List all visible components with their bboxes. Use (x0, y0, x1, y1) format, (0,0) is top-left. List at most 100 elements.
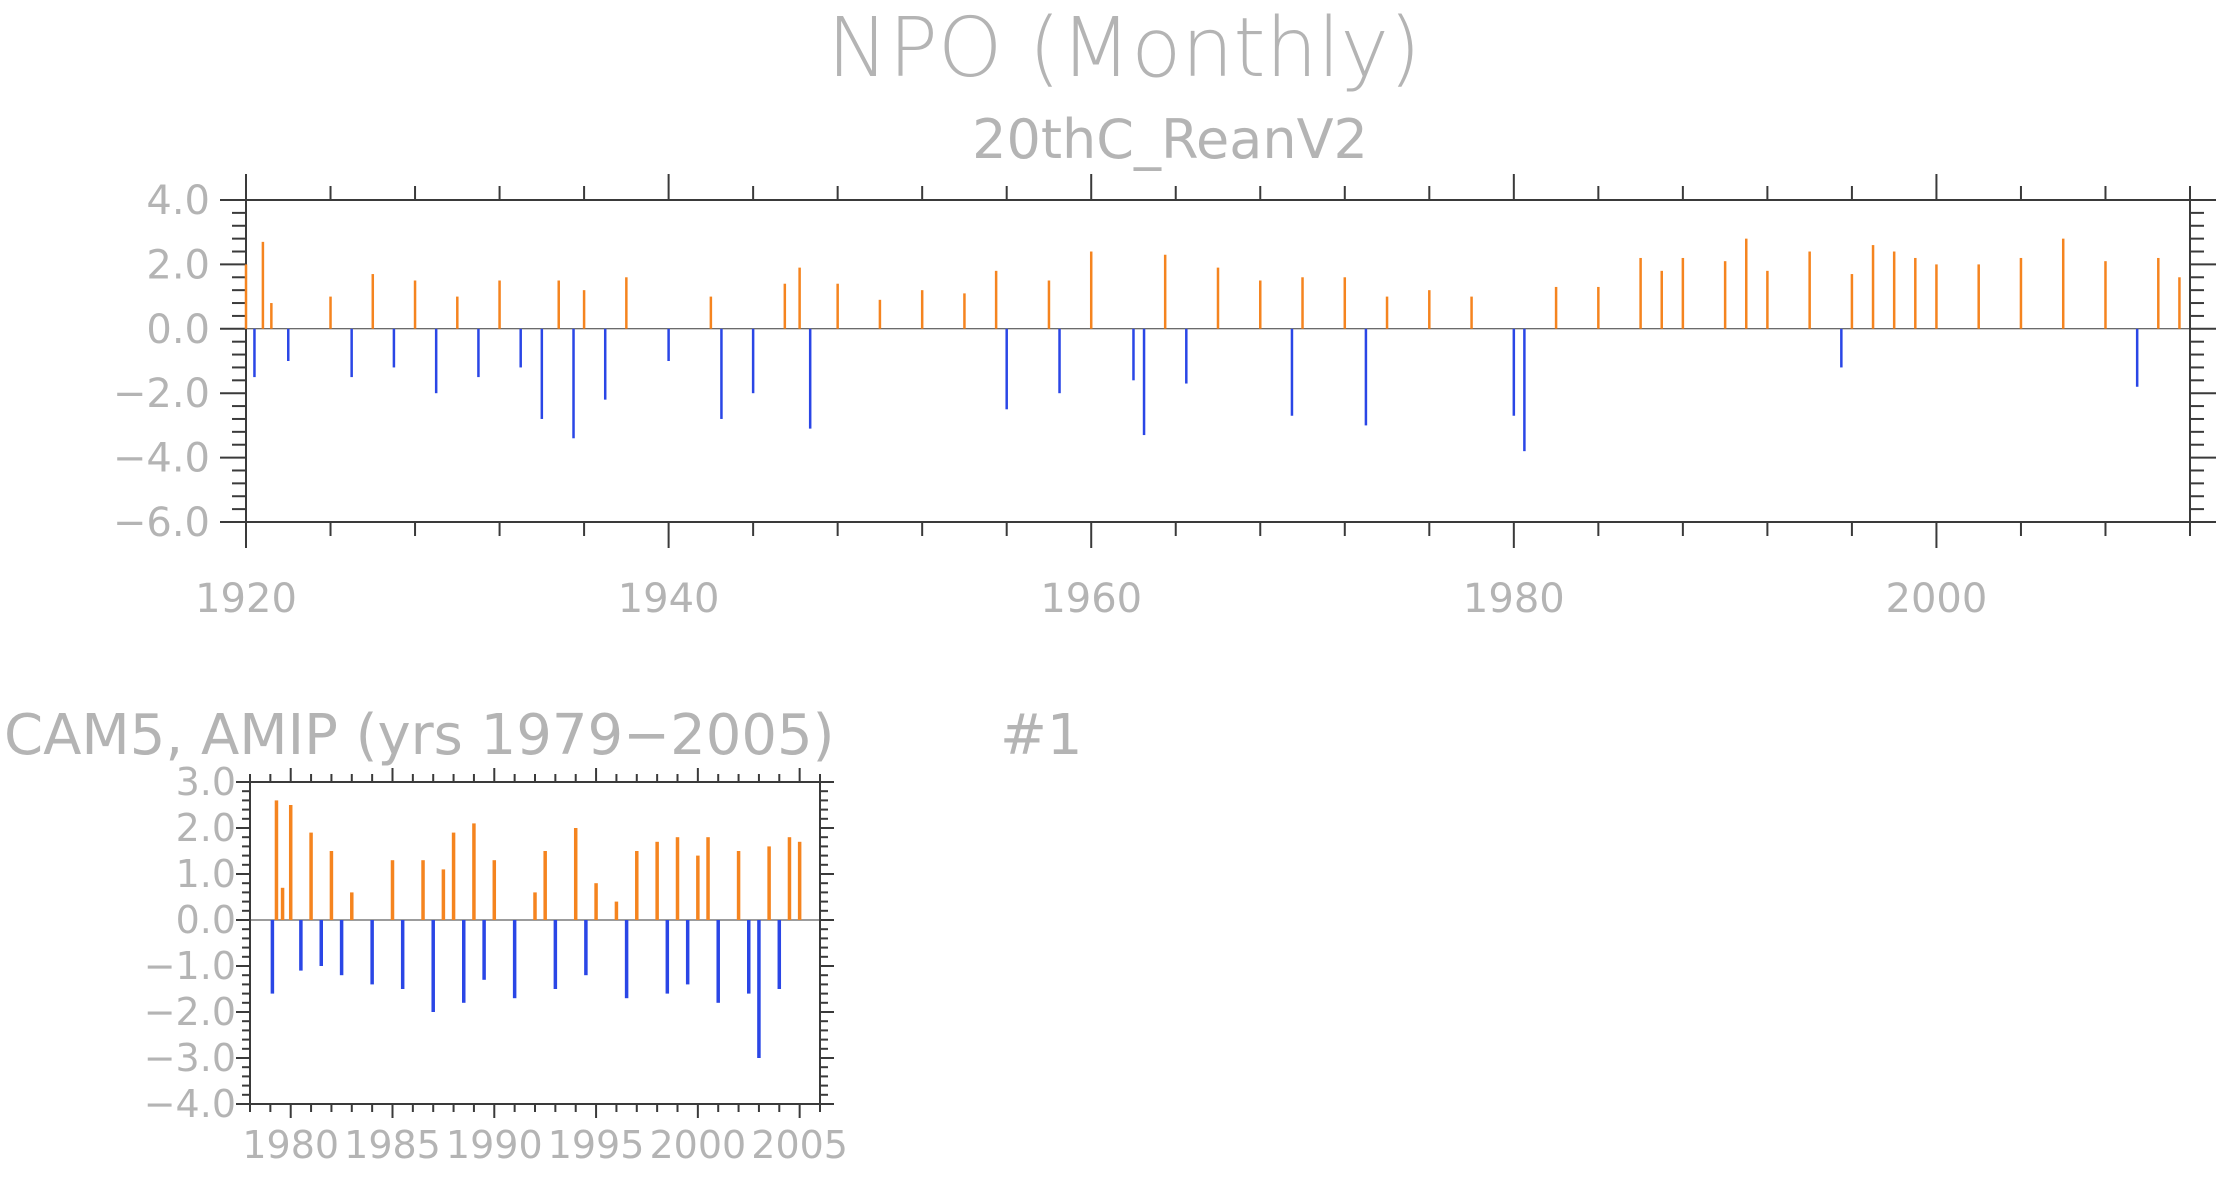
bar (625, 277, 628, 329)
bar (274, 800, 279, 920)
xtick-label: 2005 (751, 1123, 848, 1167)
ytick-label: −6.0 (113, 500, 210, 546)
bar (498, 280, 501, 329)
bar (1185, 328, 1188, 384)
xtick-label: 1990 (446, 1123, 543, 1167)
bar (624, 920, 629, 999)
bar (1871, 245, 1875, 329)
bar (299, 920, 303, 971)
bar (280, 887, 285, 920)
bar (2061, 238, 2065, 329)
bar (329, 296, 332, 329)
bar (1385, 296, 1389, 329)
bar (1216, 267, 1220, 329)
plot-frame (245, 199, 2191, 523)
bar (451, 832, 456, 920)
bar (1660, 270, 1663, 329)
bar (456, 296, 459, 329)
ytick-label: 2.0 (146, 242, 210, 288)
bar (696, 855, 700, 920)
bar (553, 920, 558, 989)
bar (1723, 261, 1727, 329)
bar (2157, 257, 2160, 329)
ytick-label: 0.0 (146, 307, 210, 353)
bar (472, 823, 476, 920)
bar (413, 280, 417, 329)
bar (1681, 257, 1685, 329)
bar (288, 805, 293, 920)
xtick-label: 1920 (195, 576, 297, 622)
bar (441, 869, 446, 920)
bar (777, 920, 782, 989)
bar (594, 883, 598, 920)
bar (1259, 280, 1262, 329)
bar (1554, 286, 1558, 329)
bar (963, 293, 966, 329)
bar (2019, 257, 2023, 329)
bar (808, 328, 812, 429)
bar (787, 837, 792, 920)
bar (1290, 328, 1294, 416)
ytick-label: 3.0 (176, 760, 236, 804)
bar (462, 920, 466, 1003)
bar (1892, 251, 1896, 329)
bar (665, 920, 670, 994)
bar (261, 241, 265, 329)
xtick-label: 1980 (242, 1123, 339, 1167)
bar (751, 328, 755, 394)
bar (392, 328, 396, 368)
bar (543, 851, 547, 920)
bar (1597, 286, 1600, 329)
bar (1808, 251, 1811, 329)
bar (685, 920, 690, 985)
bar (477, 328, 480, 378)
bar (1935, 264, 1938, 329)
bar (431, 920, 435, 1012)
bar (2178, 277, 2181, 329)
bar (400, 920, 405, 989)
ytick-label: −4.0 (113, 436, 210, 482)
bar (797, 841, 802, 920)
bar (371, 274, 375, 329)
xtick-label: 2000 (649, 1123, 746, 1167)
ytick-label: −2.0 (113, 371, 210, 417)
ytick-label: 1.0 (176, 852, 236, 896)
bar (783, 283, 787, 329)
bar (767, 846, 771, 920)
bar (920, 290, 924, 329)
bar (482, 920, 486, 980)
ytick-label: 2.0 (176, 806, 236, 850)
bar (270, 303, 273, 329)
bar (244, 264, 248, 329)
plot-frame (249, 781, 821, 1105)
xtick-label: 1980 (1463, 576, 1565, 622)
bar (421, 860, 425, 920)
bar (309, 832, 313, 920)
bar (1132, 328, 1135, 381)
bar (1163, 254, 1167, 329)
bar (1364, 328, 1368, 426)
bar (1142, 328, 1146, 436)
bar (1005, 328, 1008, 410)
bar (1914, 257, 1917, 329)
bar (1343, 277, 1347, 329)
bar (582, 290, 586, 329)
bar (706, 837, 710, 920)
xtick-label: 1985 (344, 1123, 441, 1167)
xtick-label: 1960 (1040, 576, 1142, 622)
bar (614, 901, 619, 920)
bar (1512, 328, 1516, 416)
bar (720, 328, 723, 419)
bar (1766, 270, 1769, 329)
ytick-label: −4.0 (144, 1082, 236, 1126)
bar (757, 920, 761, 1058)
ytick-label: −1.0 (144, 944, 236, 988)
bar (655, 841, 659, 920)
bar (675, 837, 680, 920)
bar (573, 828, 578, 920)
bar (798, 267, 801, 329)
bar (1840, 328, 1843, 368)
ytick-label: 4.0 (146, 178, 210, 224)
bar (1639, 257, 1642, 329)
